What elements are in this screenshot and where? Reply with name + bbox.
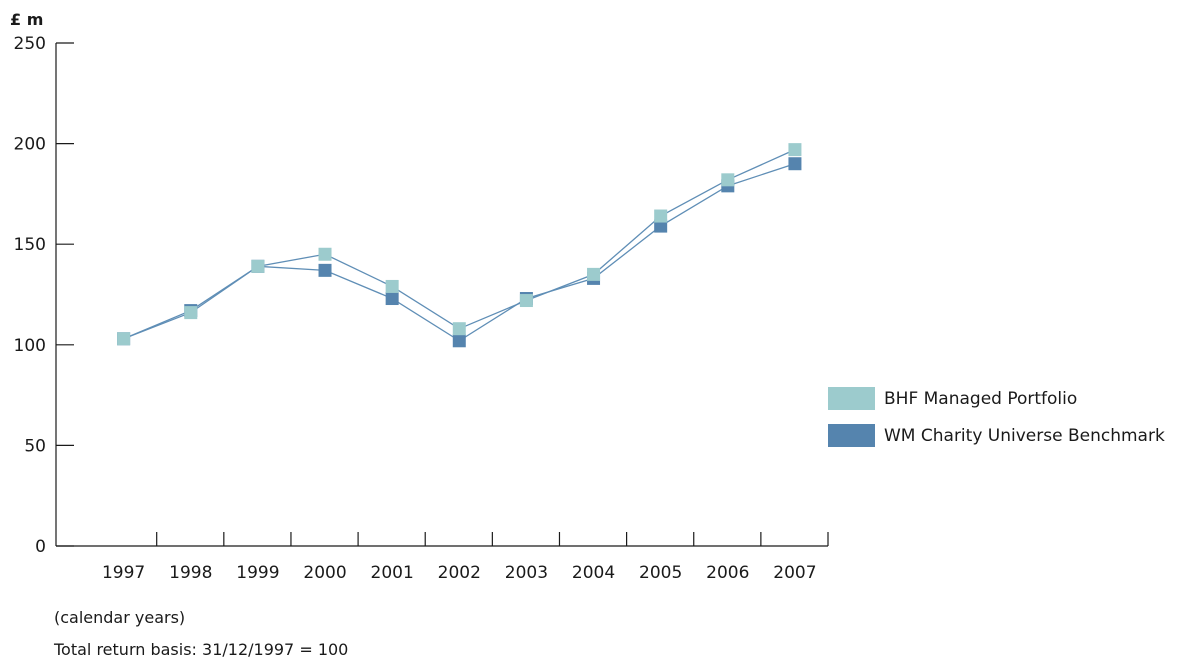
data-point — [452, 334, 466, 348]
data-point — [654, 209, 668, 223]
data-point — [587, 267, 601, 281]
data-point — [318, 247, 332, 261]
series-lines — [123, 149, 796, 342]
x-tick-label: 2007 — [773, 563, 816, 583]
legend-swatch-bhf-managed-portfolio — [828, 387, 875, 410]
x-tick-label: 2001 — [371, 563, 414, 583]
x-tick-label: 2000 — [303, 563, 346, 583]
x-tick-label: 2003 — [505, 563, 548, 583]
legend-swatch-wm-charity-universe-benchmark — [828, 424, 875, 447]
data-point — [721, 173, 735, 187]
x-tick-label: 1998 — [169, 563, 212, 583]
y-axis-unit-label: £ m — [10, 10, 43, 29]
x-tick-label: 2004 — [572, 563, 615, 583]
data-point — [318, 263, 332, 277]
data-point — [385, 292, 399, 306]
y-tick-label: 200 — [14, 135, 46, 155]
x-axis-ticks: 1997 1998 1999 2000 2001 2002 2003 2004 2005 2006… — [102, 532, 829, 583]
data-point — [788, 157, 802, 171]
data-point — [654, 219, 668, 233]
x-tick-label: 1997 — [102, 563, 145, 583]
data-point — [519, 294, 533, 308]
data-point — [452, 322, 466, 336]
series-line — [123, 163, 796, 342]
data-point — [184, 306, 198, 320]
legend-label-wm-charity-universe-benchmark: WM Charity Universe Benchmark — [884, 426, 1165, 446]
data-point — [117, 332, 131, 346]
data-point — [385, 279, 399, 293]
legend-label-bhf-managed-portfolio: BHF Managed Portfolio — [884, 389, 1077, 409]
y-tick-label: 0 — [35, 537, 46, 557]
legend: BHF Managed Portfolio WM Charity Univers… — [828, 387, 1165, 447]
x-tick-label: 2006 — [706, 563, 749, 583]
series-markers — [117, 143, 802, 348]
basis-note: Total return basis: 31/12/1997 = 100 — [54, 640, 349, 659]
y-tick-label: 50 — [24, 436, 46, 456]
y-tick-label: 150 — [14, 235, 46, 255]
axes — [55, 43, 828, 547]
x-tick-label: 2005 — [639, 563, 682, 583]
x-tick-label: 1999 — [236, 563, 279, 583]
y-tick-label: 100 — [14, 336, 46, 356]
x-axis-note: (calendar years) — [54, 608, 186, 627]
series-line — [123, 149, 796, 340]
x-tick-label: 2002 — [438, 563, 481, 583]
y-tick-label: 250 — [14, 34, 46, 54]
y-axis-ticks: 0 50 100 150 200 250 — [14, 34, 74, 557]
data-point — [251, 259, 265, 273]
data-point — [788, 143, 802, 157]
